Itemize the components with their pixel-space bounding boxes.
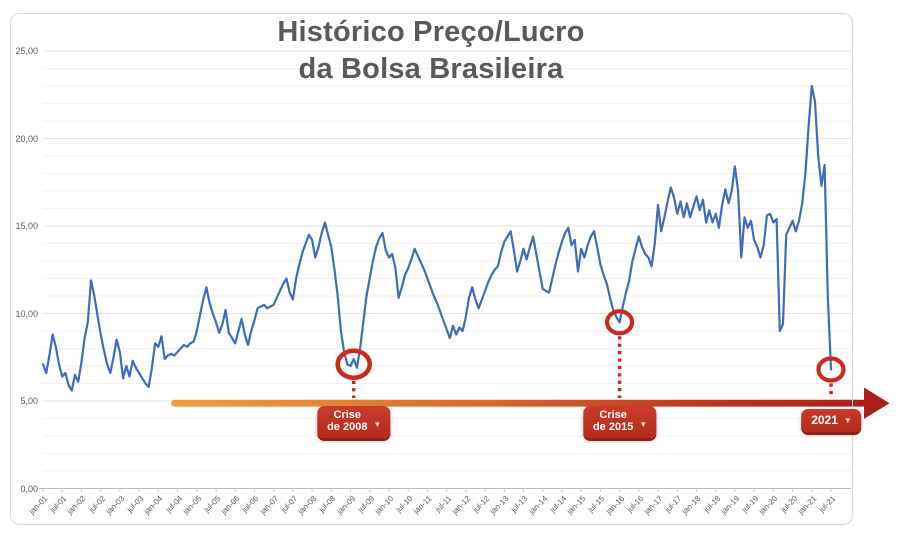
annotation-button-ano-2021[interactable]: 2021 ▼ bbox=[801, 409, 861, 432]
annotation-circle-crise-2015 bbox=[604, 309, 635, 336]
chart-frame bbox=[10, 13, 853, 525]
annotation-label-crise-2015: Crise de 2015 bbox=[592, 409, 634, 433]
annotation-circle-crise-2008 bbox=[335, 348, 373, 381]
chart-title: Histórico Preço/Lucro da Bolsa Brasileir… bbox=[0, 14, 862, 88]
y-tick-label: 10,00 bbox=[15, 308, 38, 319]
annotation-label-line: Crise bbox=[333, 409, 362, 421]
annotation-label-line: 2021 bbox=[811, 413, 838, 427]
price-earnings-line bbox=[41, 84, 833, 392]
dropdown-caret-icon: ▼ bbox=[639, 419, 648, 429]
annotation-label-line: de 2015 bbox=[592, 420, 634, 433]
y-tick-label: 0,00 bbox=[20, 483, 38, 494]
annotation-label-line: de 2008 bbox=[327, 420, 368, 433]
annotation-label-line: Crise bbox=[599, 409, 627, 421]
y-tick-label: 5,00 bbox=[20, 396, 38, 406]
chart-title-line-1: Histórico Preço/Lucro bbox=[277, 16, 585, 48]
timeline-arrow-head bbox=[864, 387, 890, 419]
annotation-button-crise-2008[interactable]: Crise de 2008 ▼ bbox=[317, 406, 391, 438]
dropdown-caret-icon: ▼ bbox=[843, 416, 852, 425]
annotation-circle-ano-2021 bbox=[816, 356, 846, 383]
y-tick-label: 25,00 bbox=[15, 46, 38, 56]
annotation-label-crise-2008: Crise de 2008 bbox=[327, 409, 368, 433]
chart-title-line-2: da Bolsa Brasileira bbox=[298, 53, 564, 85]
y-tick-label: 15,00 bbox=[15, 221, 38, 231]
dropdown-caret-icon: ▼ bbox=[373, 419, 382, 429]
annotation-button-crise-2015[interactable]: Crise de 2015 ▼ bbox=[582, 406, 657, 438]
y-tick-label: 20,00 bbox=[15, 133, 38, 144]
timeline-arrow-shaft bbox=[171, 399, 866, 407]
annotation-label-ano-2021: 2021 bbox=[811, 413, 838, 427]
